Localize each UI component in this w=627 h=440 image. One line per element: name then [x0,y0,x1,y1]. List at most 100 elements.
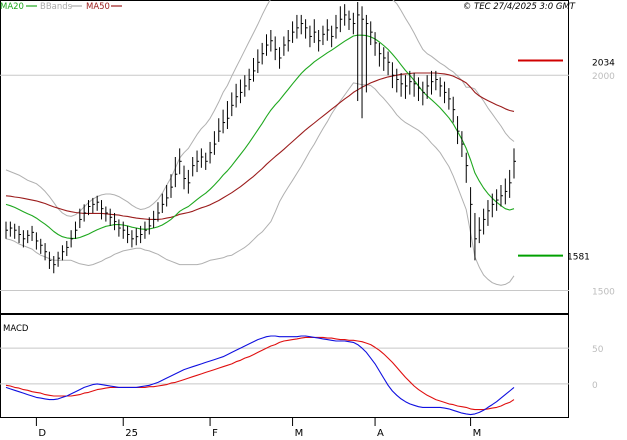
price-bar [122,221,126,239]
legend: MA20 BBands MA50 [0,2,122,12]
price-bar [27,230,30,244]
price-bar [205,152,208,170]
price-y-tick-label: 1500 [592,287,615,297]
price-bar [209,141,213,164]
legend-ma20-label: MA20 [0,2,24,12]
price-bar [491,193,495,218]
price-bar [9,221,13,237]
price-bar [483,208,486,235]
price-bar [96,195,100,211]
price-bar [509,169,512,198]
price-bar [57,251,61,267]
price-bar [109,208,113,226]
bbands-upper-line [5,0,515,217]
price-bar [452,96,456,123]
ma50-line [5,72,515,220]
price-bar [44,243,48,261]
price-bar [14,223,17,239]
price-bar [252,57,256,82]
support-level-label: 1581 [567,253,590,263]
price-bar [409,70,412,95]
x-tick-label: A [377,428,384,439]
ma20-line [5,34,515,239]
macd-panel-title: MACD [3,324,29,334]
price-bar [135,228,139,246]
price-bar [66,240,69,257]
price-bar [348,10,352,30]
price-bar [153,210,156,229]
price-bar [378,42,382,67]
price-bar [261,42,265,65]
price-bar [352,12,356,35]
x-tick-label: M [473,428,482,439]
price-bar [474,212,477,261]
price-bar [487,200,490,226]
macd-y-tick-label: 50 [592,345,604,355]
price-bar [318,29,321,52]
price-bar [187,169,191,194]
price-bar [396,68,399,93]
price-bar [183,165,187,190]
price-bar [500,184,503,207]
price-bar [326,19,330,41]
price-bar [504,178,508,205]
macd-y-tick-label: 0 [592,381,598,391]
price-bar [5,221,8,239]
price-bar [140,225,143,244]
price-bar [465,152,469,183]
price-bar [296,14,299,39]
price-bar [292,21,295,43]
price-bar [74,221,78,239]
price-bar [422,81,425,106]
price-bar [200,148,204,168]
x-tick-label: F [212,428,218,439]
price-bar [87,200,91,216]
legend-bbands-label: BBands [40,2,73,12]
price-bar [287,29,291,52]
price-bar [413,73,417,97]
resistance-level-label: 2034 [592,59,615,69]
price-bar [439,77,443,97]
price-bar [18,225,22,244]
price-bar [335,14,338,39]
price-bar [131,230,134,248]
price-y-tick-label: 2000 [592,72,615,82]
price-bar [344,4,347,26]
price-bar [192,157,195,177]
price-bar [170,174,173,198]
price-bar [244,75,247,97]
price-bar [226,101,230,130]
x-tick-label: D [38,428,46,439]
price-bar [374,32,378,56]
macd-signal-line [5,336,515,411]
price-bar [118,219,121,237]
price-bar [357,2,360,102]
copyright-text: © TEC 27/4/2025 3:0 GMT [463,2,576,12]
price-bar [309,25,312,48]
price-bar [144,221,147,239]
price-panel-frame [0,0,569,314]
price-bar [313,19,317,43]
price-bar [157,202,160,222]
price-bar [461,131,464,157]
price-bar [101,200,104,220]
macd-line [5,335,515,416]
price-bar [248,68,252,91]
price-bar [179,148,182,175]
price-bar [400,73,404,97]
price-bar [53,256,56,274]
price-bar [70,230,74,248]
price-bar [361,6,365,119]
legend-ma50-label: MA50 [86,2,110,12]
price-bar [40,238,43,254]
price-bar [383,47,386,71]
price-bar [105,206,108,222]
price-bar [300,14,304,35]
price-bar [31,225,35,241]
price-bar [161,193,165,213]
x-tick-label: M [295,428,304,439]
price-bar [417,77,421,102]
price-bar [213,131,217,155]
price-bar [222,109,226,134]
